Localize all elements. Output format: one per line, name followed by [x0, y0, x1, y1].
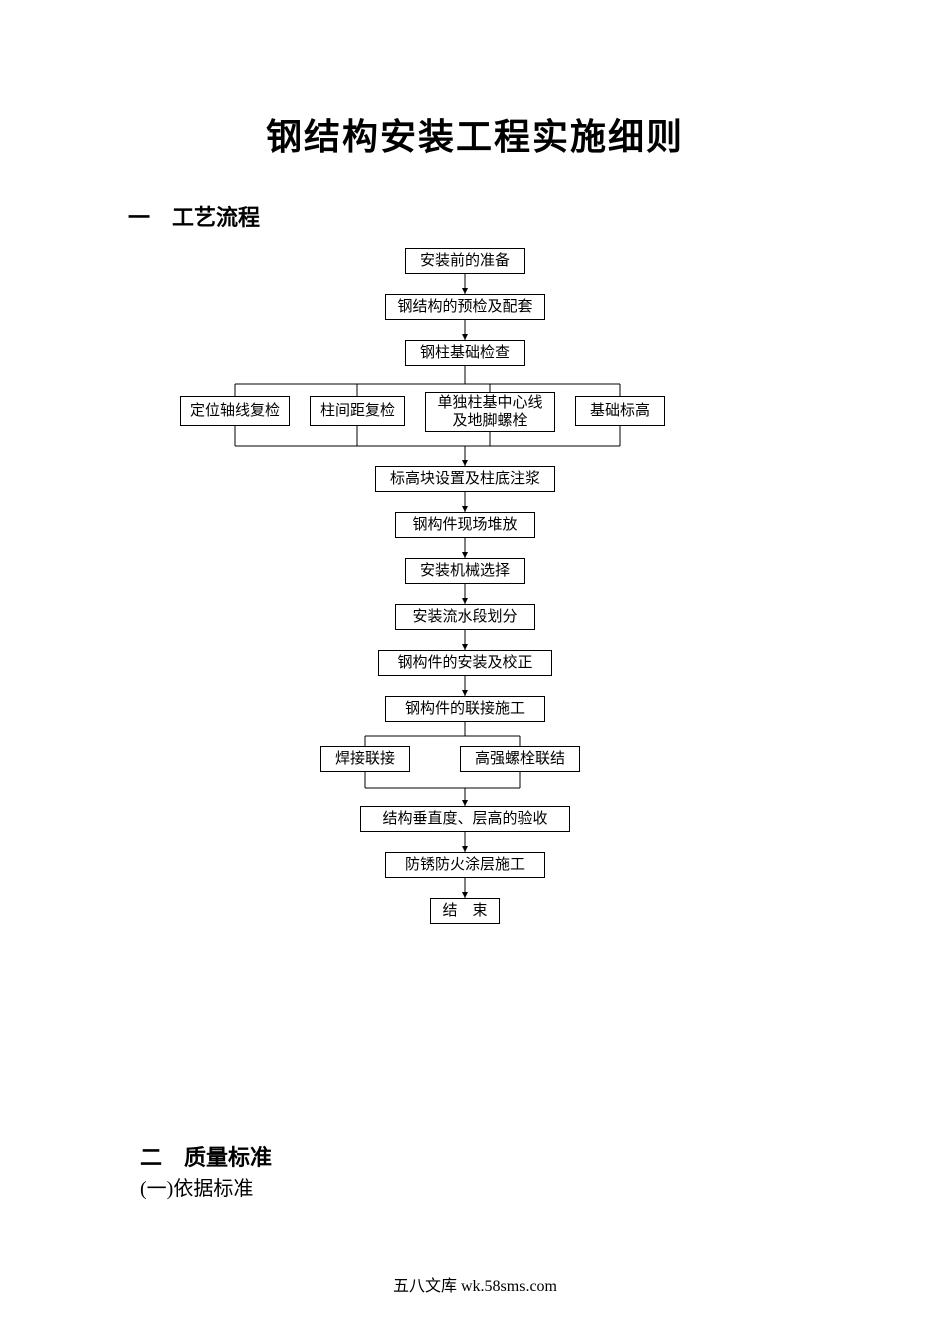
process-flowchart: 安装前的准备钢结构的预检及配套钢柱基础检查定位轴线复检柱间距复检单独柱基中心线 … — [160, 248, 790, 1008]
flowchart-node: 标高块设置及柱底注浆 — [375, 466, 555, 492]
flowchart-node: 高强螺栓联结 — [460, 746, 580, 772]
flowchart-node: 防锈防火涂层施工 — [385, 852, 545, 878]
flowchart-node: 钢构件现场堆放 — [395, 512, 535, 538]
flowchart-node: 结 束 — [430, 898, 500, 924]
flowchart-node: 钢结构的预检及配套 — [385, 294, 545, 320]
flowchart-node: 基础标高 — [575, 396, 665, 426]
flowchart-node: 单独柱基中心线 及地脚螺栓 — [425, 392, 555, 432]
flowchart-node: 安装机械选择 — [405, 558, 525, 584]
flowchart-node: 柱间距复检 — [310, 396, 405, 426]
section-heading-2: 二 质量标准 — [140, 1140, 272, 1172]
flowchart-node: 钢构件的联接施工 — [385, 696, 545, 722]
flowchart-node: 定位轴线复检 — [180, 396, 290, 426]
page-title: 钢结构安装工程实施细则 — [0, 108, 950, 160]
subsection-heading-1: (一)依据标准 — [140, 1172, 253, 1201]
page-footer: 五八文库 wk.58sms.com — [0, 1272, 950, 1296]
document-page: 钢结构安装工程实施细则 一 工艺流程 安装前的准备钢结构的预检及配套钢柱基础检查… — [0, 0, 950, 1344]
flowchart-node: 钢构件的安装及校正 — [378, 650, 552, 676]
flowchart-node: 焊接联接 — [320, 746, 410, 772]
section-heading-1: 一 工艺流程 — [128, 200, 260, 232]
flowchart-node: 结构垂直度、层高的验收 — [360, 806, 570, 832]
flowchart-node: 钢柱基础检查 — [405, 340, 525, 366]
flowchart-node: 安装前的准备 — [405, 248, 525, 274]
flowchart-node: 安装流水段划分 — [395, 604, 535, 630]
